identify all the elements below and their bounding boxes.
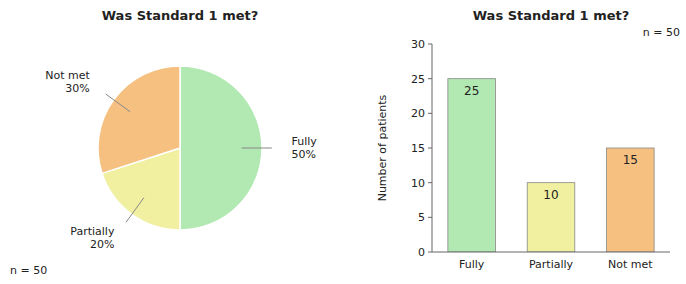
y-tick <box>428 148 432 149</box>
slice-category: Not met <box>45 69 90 82</box>
bar <box>448 79 496 252</box>
annotation: n = 50 <box>643 26 680 39</box>
bar <box>527 183 575 252</box>
annotation: n = 50 <box>10 264 47 277</box>
slice-value: 50% <box>292 148 316 161</box>
slice-category: Fully <box>292 135 318 148</box>
slice-value: 20% <box>90 238 114 251</box>
y-tick-label: 25 <box>411 73 425 86</box>
y-tick-label: 30 <box>411 38 425 51</box>
y-tick <box>428 252 432 253</box>
y-tick-label: 20 <box>411 107 425 120</box>
y-axis-line <box>432 44 433 252</box>
y-tick-label: 5 <box>418 211 425 224</box>
y-tick-label: 0 <box>418 246 425 259</box>
chart-title: Was Standard 1 met? <box>473 8 630 23</box>
y-tick <box>428 44 432 45</box>
bars <box>448 79 654 252</box>
slice-label: Not met30% <box>45 69 90 95</box>
slice-label: Partially20% <box>70 225 115 251</box>
y-tick-label: 10 <box>411 177 425 190</box>
x-tick-label: Partially <box>529 258 574 271</box>
pie-slice <box>98 66 180 173</box>
slice-category: Partially <box>70 225 115 238</box>
x-tick-label: Not met <box>608 258 653 271</box>
pie-slices <box>98 66 262 230</box>
slice-label: Fully50% <box>292 135 318 161</box>
y-tick-label: 15 <box>411 142 425 155</box>
data-label: 15 <box>623 153 638 167</box>
leader-line <box>126 198 144 223</box>
bar <box>607 148 655 252</box>
chart-canvas: Was Standard 1 met?Fully50%Partially20%N… <box>0 0 686 284</box>
leader-line <box>242 148 272 149</box>
data-label: 25 <box>464 84 479 98</box>
y-tick <box>428 78 432 79</box>
y-axis-label: Number of patients <box>376 94 389 201</box>
leader-line <box>106 94 131 112</box>
slice-value: 30% <box>65 82 89 95</box>
x-tick-label: Fully <box>459 258 485 271</box>
y-tick <box>428 217 432 218</box>
y-tick <box>428 182 432 183</box>
y-axis: 0 5 10 15 20 25 30 <box>411 38 432 259</box>
x-axis-line <box>432 252 670 253</box>
chart-title: Was Standard 1 met? <box>102 8 259 23</box>
y-tick <box>428 113 432 114</box>
data-label: 10 <box>543 188 558 202</box>
